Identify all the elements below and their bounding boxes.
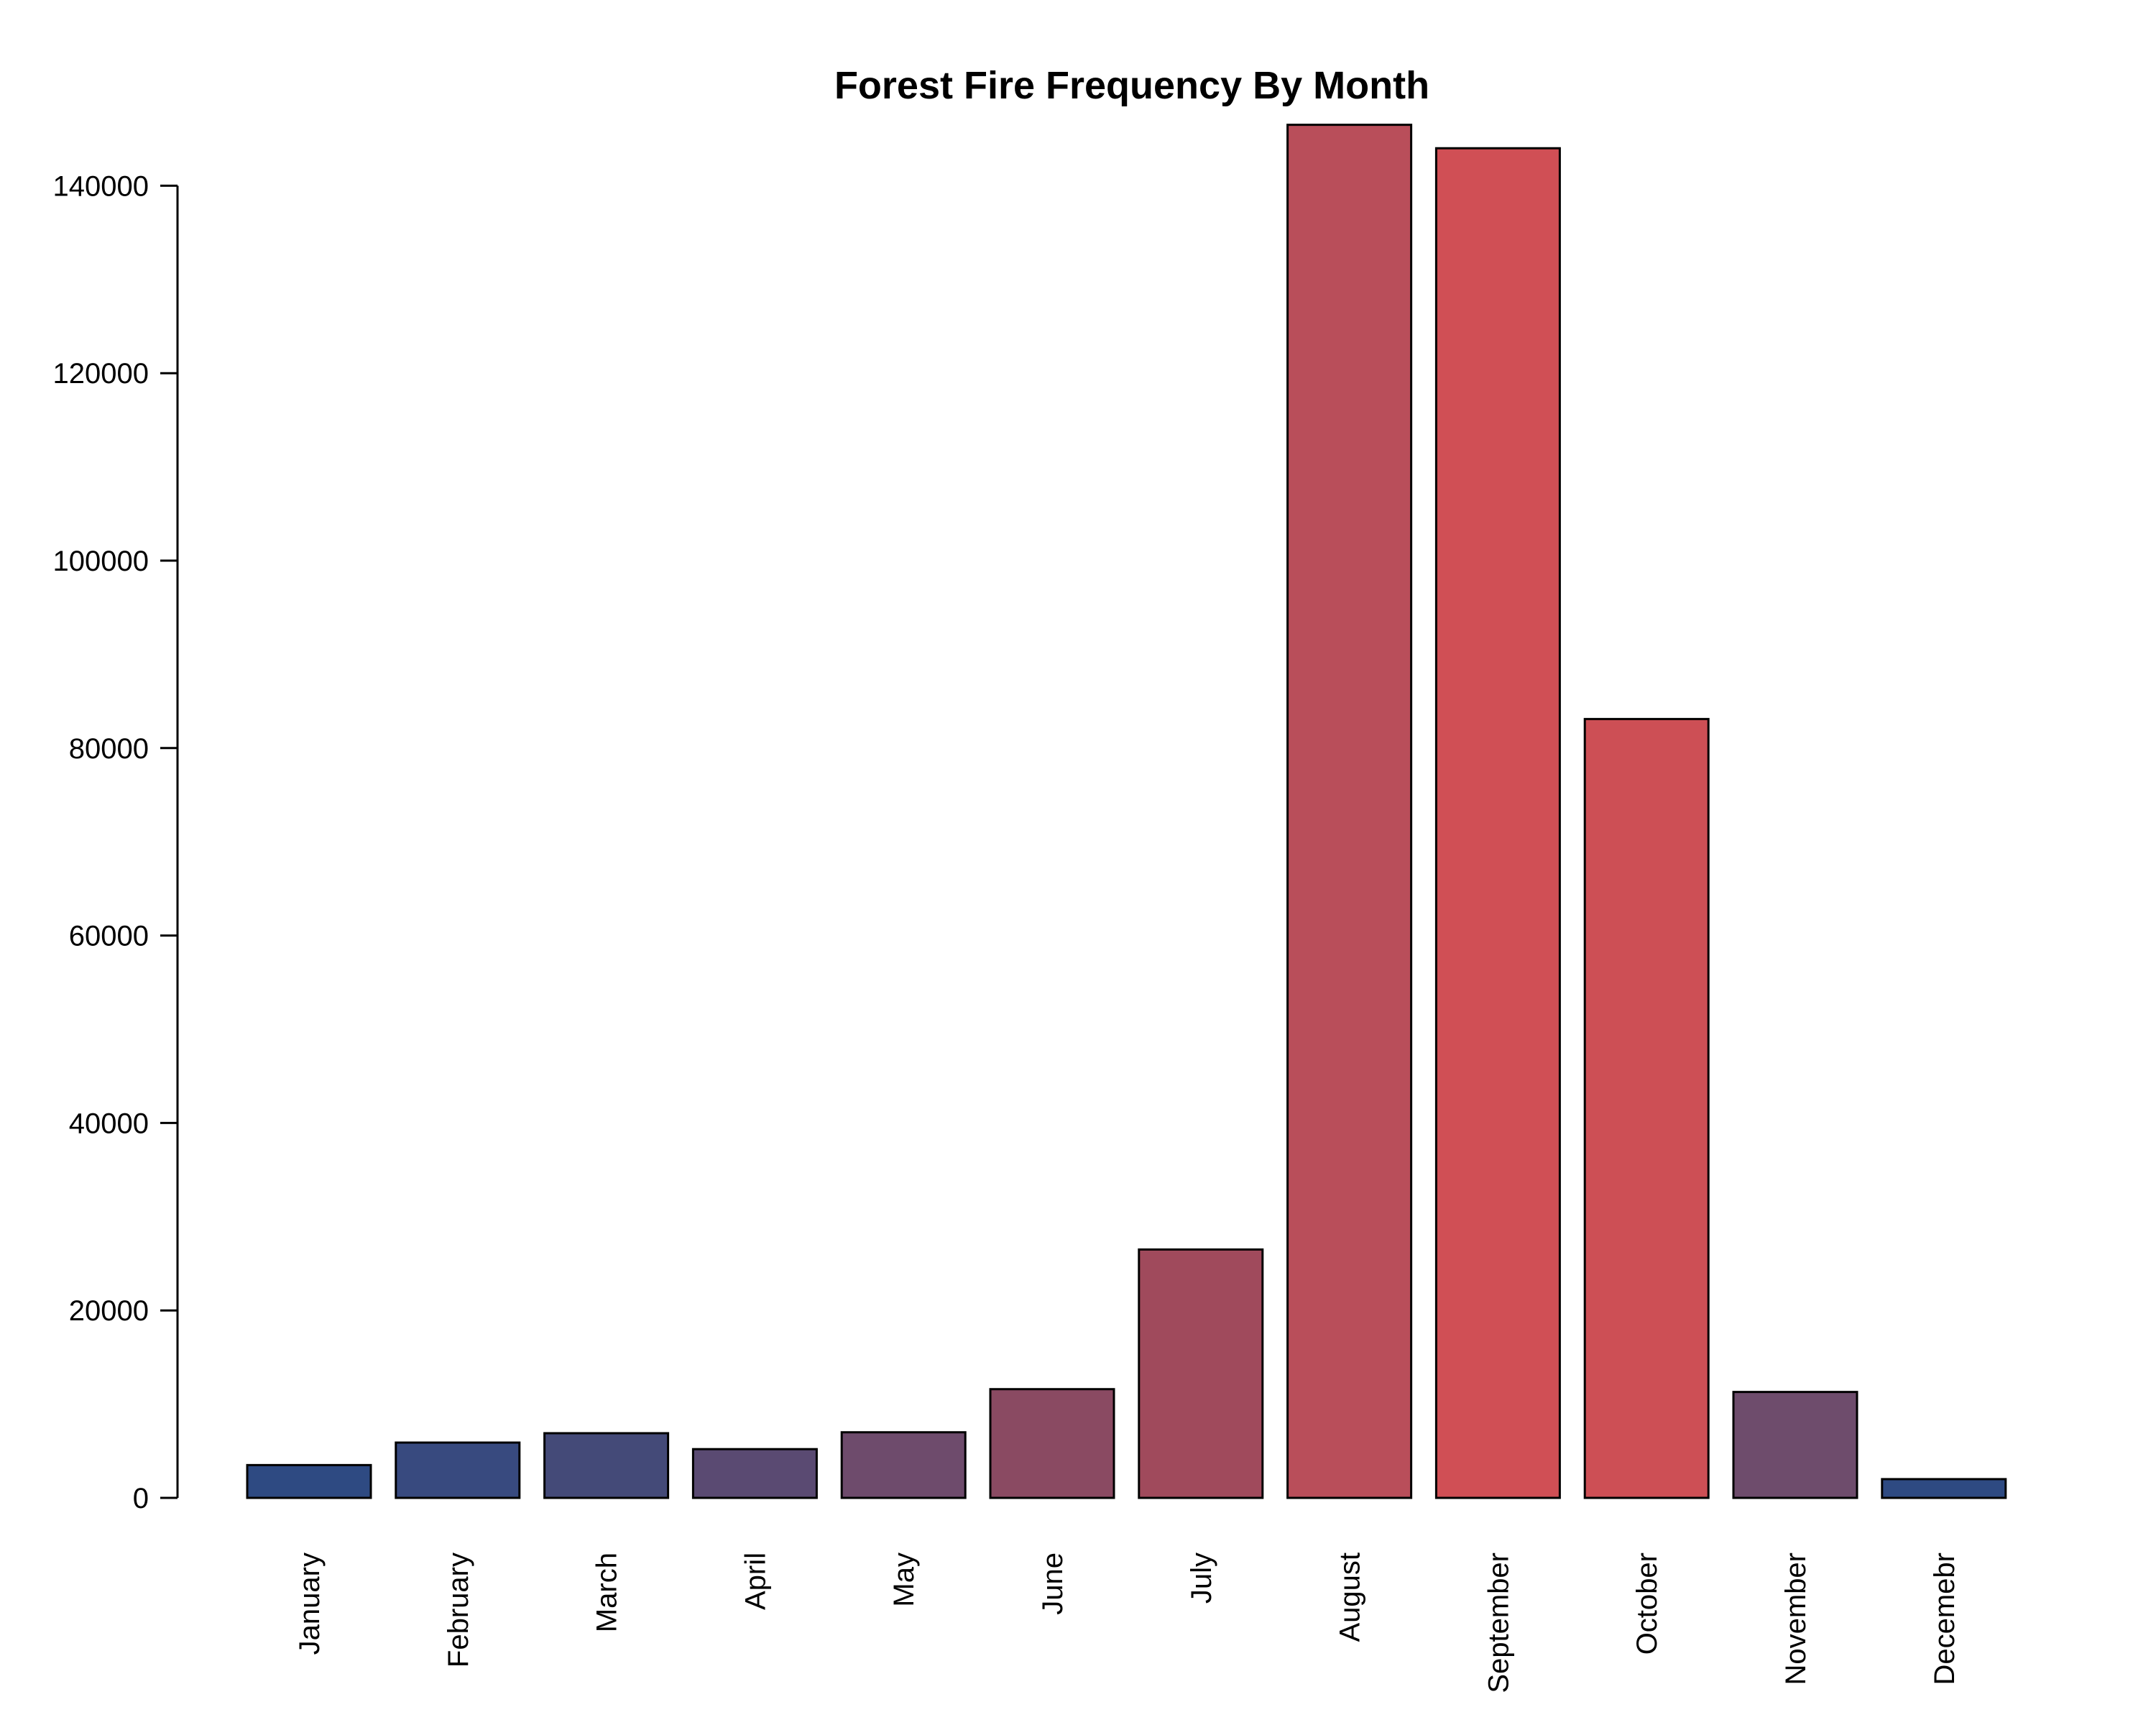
bar-april: [691, 1448, 818, 1499]
bars: [246, 124, 2007, 1499]
y-tick-label: 0: [133, 1483, 149, 1514]
bar-august: [1286, 124, 1413, 1499]
bar-march: [543, 1432, 670, 1499]
y-axis: 0 20000 40000 60000 80000 100000 120000 140000: [53, 170, 179, 1514]
x-tick-label: July: [1186, 1552, 1217, 1604]
x-axis-labels: January February March April May June July Augu…: [294, 1552, 1961, 1693]
x-tick-label: June: [1037, 1552, 1069, 1615]
chart-title: Forest Fire Frequency By Month: [834, 64, 1430, 107]
bar-january: [246, 1463, 372, 1499]
x-tick-label: February: [443, 1552, 474, 1668]
y-tick-label: 40000: [69, 1108, 149, 1139]
bar-june: [989, 1388, 1115, 1499]
x-tick-label: August: [1335, 1552, 1366, 1642]
bar-february: [395, 1441, 521, 1499]
y-tick-label: 140000: [53, 170, 149, 202]
x-tick-label: September: [1483, 1552, 1514, 1693]
y-tick-label: 80000: [69, 733, 149, 765]
y-tick-label: 20000: [69, 1295, 149, 1327]
bar-july: [1138, 1248, 1264, 1499]
x-tick-label: November: [1780, 1552, 1812, 1685]
x-tick-label: March: [591, 1552, 623, 1632]
x-tick-label: Decemebr: [1929, 1552, 1961, 1685]
y-tick-label: 120000: [53, 358, 149, 390]
bar-november: [1732, 1391, 1858, 1499]
y-tick-label: 60000: [69, 921, 149, 952]
bar-may: [840, 1431, 967, 1499]
x-tick-label: January: [294, 1552, 326, 1655]
y-tick-label: 100000: [53, 546, 149, 577]
bar-september: [1434, 147, 1561, 1499]
x-tick-label: May: [888, 1552, 920, 1607]
x-tick-label: April: [740, 1552, 771, 1610]
bar-decemebr: [1881, 1478, 2007, 1499]
x-tick-label: October: [1631, 1552, 1663, 1655]
bar-october: [1583, 717, 1710, 1499]
